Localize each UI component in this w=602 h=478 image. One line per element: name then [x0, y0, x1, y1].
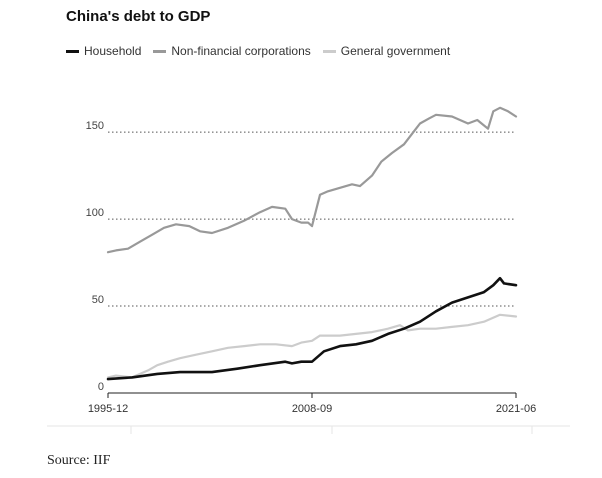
- y-tick-label: 50: [92, 294, 104, 306]
- x-tick-label: 2008-09: [292, 403, 332, 415]
- series-line-household: [106, 276, 518, 381]
- series-line-general-government: [106, 313, 518, 379]
- legend-label-household: Household: [84, 44, 142, 58]
- legend-swatch-general-government: [322, 49, 336, 53]
- y-tick-label: 150: [86, 120, 104, 132]
- series-line-non-financial-corporations: [106, 106, 518, 254]
- legend-label-non-financial-corporations: Non-financial corporations: [171, 44, 311, 58]
- x-tick-label: 2021-06: [496, 403, 536, 415]
- chart-legend: Household Non-financial corporations Gen…: [66, 44, 462, 58]
- legend-item-household: Household: [66, 44, 141, 58]
- y-tick-label: 0: [98, 381, 104, 393]
- legend-swatch-household: [66, 49, 79, 53]
- legend-swatch-non-financial-corporations: [153, 49, 167, 53]
- legend-label-general-government: General government: [340, 44, 451, 58]
- legend-item-non-financial-corporations: Non-financial corporations: [153, 44, 311, 58]
- source-note: Source: IIF: [47, 453, 111, 468]
- chart-title: China's debt to GDP: [66, 8, 211, 25]
- x-tick-label: 1995-12: [88, 403, 128, 415]
- y-tick-label: 100: [86, 207, 104, 219]
- legend-item-general-government: General government: [322, 44, 451, 58]
